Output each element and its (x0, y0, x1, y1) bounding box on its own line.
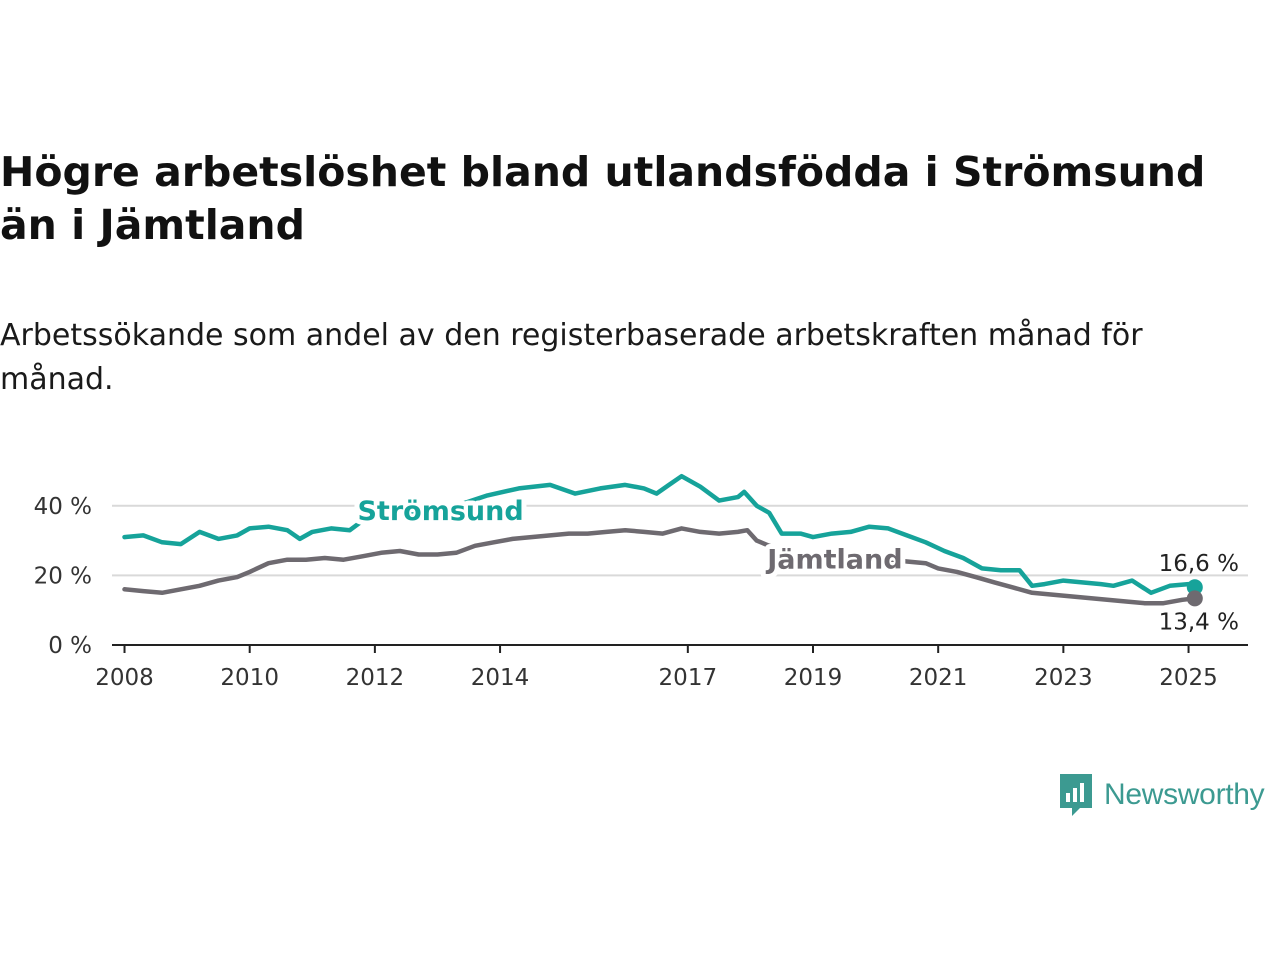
newsworthy-brand: Newsworthy (1058, 772, 1265, 818)
x-tick-label: 2019 (784, 665, 843, 691)
y-tick-label: 40 % (34, 494, 92, 520)
y-tick-label: 0 % (48, 633, 92, 659)
series-end-point (1186, 579, 1203, 596)
series-line-jamtland (122, 526, 1198, 606)
x-tick-label: 2021 (909, 665, 968, 691)
x-tick-label: 2017 (659, 665, 718, 691)
x-axis: 0 % 20 % 40 % 2008 2010 2012 2014 2017 2019 2021 2… (34, 494, 1248, 691)
x-tick-label: 2010 (220, 665, 279, 691)
x-tick-label: 2023 (1034, 665, 1093, 691)
series-line-stromsund (122, 473, 1198, 596)
series-lines (122, 473, 1203, 607)
end-value-label: 13,4 % (1159, 609, 1239, 635)
end-value-label: 16,6 % (1159, 551, 1239, 577)
y-tick-label: 20 % (34, 563, 92, 589)
series-name-label: Jämtland (765, 545, 902, 576)
x-tick-label: 2014 (471, 665, 530, 691)
newsworthy-logo-icon (1060, 774, 1092, 816)
brand-name: Newsworthy (1104, 778, 1265, 811)
chart-title: Högre arbetslöshet bland utlandsfödda i … (0, 148, 1206, 249)
series-name-label: Strömsund (357, 496, 523, 527)
x-tick-label: 2008 (95, 665, 154, 691)
series-end-point (1186, 590, 1203, 607)
x-tick-label: 2025 (1159, 665, 1218, 691)
line-chart: 0 % 20 % 40 % 2008 2010 2012 2014 2017 2019 2021 2… (34, 473, 1248, 691)
chart-labels: 16,6 % 13,4 % Strömsund Jämtland (352, 491, 1239, 635)
chart-subtitle: Arbetssökande som andel av den registerb… (0, 318, 1143, 397)
gridlines (112, 504, 1248, 577)
x-tick-label: 2012 (346, 665, 405, 691)
